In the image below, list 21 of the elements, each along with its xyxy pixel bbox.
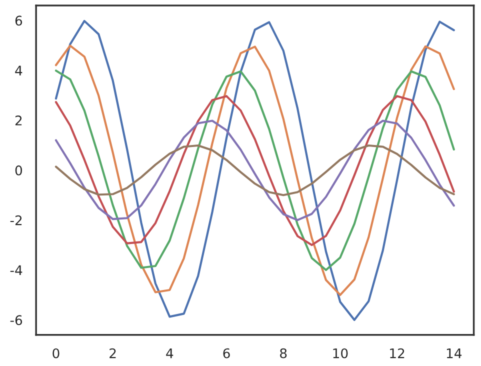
x-tick-label: 10 (333, 348, 348, 358)
x-tick-label: 12 (390, 348, 404, 358)
y-tick-label: 0 (15, 165, 22, 176)
x-tick-label: 2 (110, 348, 116, 358)
x-tick-label: 8 (280, 348, 287, 358)
x-tick-label: 0 (52, 348, 60, 358)
y-tick-label: -6 (10, 315, 22, 326)
line-series (54, 144, 455, 196)
line-series (54, 70, 455, 272)
y-tick-label: 2 (15, 116, 22, 126)
x-tick-label: 6 (223, 348, 230, 358)
line-series (54, 44, 455, 296)
y-tick-label: 6 (15, 16, 22, 26)
line-series (54, 95, 455, 246)
line-series (54, 120, 455, 222)
y-tick-label: 4 (15, 66, 22, 76)
line-series (54, 20, 455, 321)
y-tick-label: -4 (10, 265, 22, 276)
y-tick-label: -2 (10, 215, 22, 226)
x-tick-label: 4 (166, 348, 174, 358)
x-tick-label: 14 (446, 348, 462, 358)
